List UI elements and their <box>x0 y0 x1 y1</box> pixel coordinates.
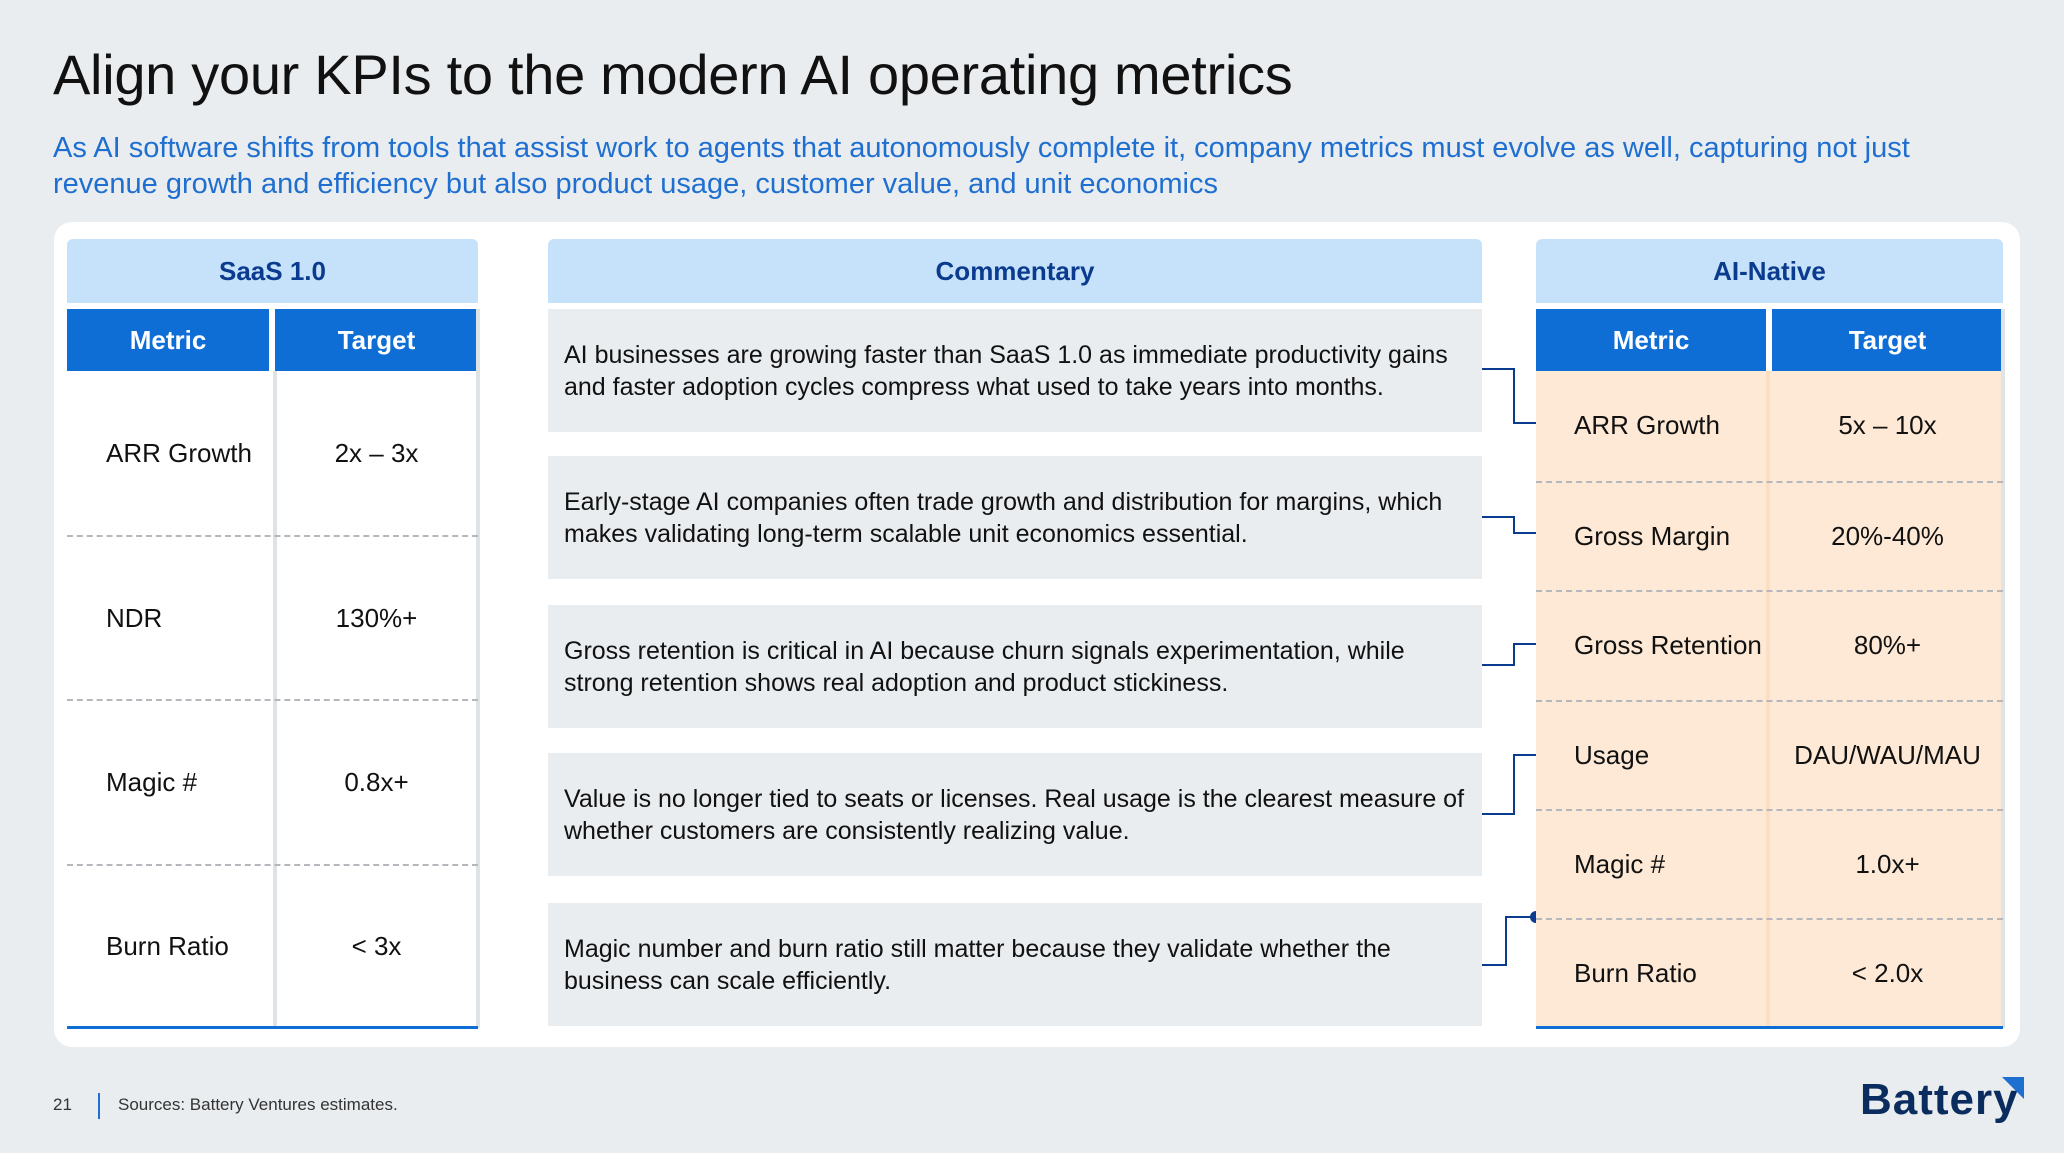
saas-target-cell: < 3x <box>351 930 402 961</box>
ai-row-divider <box>1536 809 2003 811</box>
ai-target-cell: < 2.0x <box>1851 957 1924 988</box>
connector-line <box>1482 643 1548 666</box>
ai-metric-cell: Usage <box>1574 739 1650 770</box>
saas-table-shadow <box>476 309 480 1028</box>
saas-table-bottom-rule <box>67 1026 478 1029</box>
connector-line <box>1482 916 1536 966</box>
commentary-box: Value is no longer tied to seats or lice… <box>548 753 1482 876</box>
saas-target-column-header: Target <box>275 309 478 371</box>
ai-target-cell: 20%-40% <box>1831 520 1944 551</box>
ai-target-column-header: Target <box>1772 309 2003 371</box>
ai-row-divider <box>1536 918 2003 920</box>
ai-native-header: AI-Native <box>1536 239 2003 303</box>
ai-column-divider <box>1766 371 1770 1027</box>
source-note: Sources: Battery Ventures estimates. <box>118 1095 398 1114</box>
battery-logo: Battery <box>1860 1075 2019 1125</box>
ai-metric-cell: Gross Margin <box>1574 520 1731 551</box>
commentary-text: Value is no longer tied to seats or lice… <box>564 784 1465 845</box>
page-number: 21 <box>53 1095 72 1114</box>
saas-row-divider <box>67 699 478 701</box>
commentary-box: AI businesses are growing faster than Sa… <box>548 309 1482 432</box>
logo-wordmark: Battery <box>1860 1075 2019 1124</box>
ai-target-cell: 1.0x+ <box>1855 848 1920 879</box>
ai-row-divider <box>1536 700 2003 702</box>
page-title: Align your KPIs to the modern AI operati… <box>53 43 1293 106</box>
commentary-text: Early-stage AI companies often trade gro… <box>564 487 1443 548</box>
saas-row-divider <box>67 535 478 537</box>
page-subtitle: As AI software shifts from tools that as… <box>53 132 1910 200</box>
commentary-header: Commentary <box>548 239 1482 303</box>
saas-metric-cell: Magic # <box>106 766 198 797</box>
connector-line <box>1482 368 1548 424</box>
ai-row-divider <box>1536 481 2003 483</box>
saas-header: SaaS 1.0 <box>67 239 478 303</box>
ai-metric-cell: Gross Retention <box>1574 629 1762 660</box>
saas-metric-column-header: Metric <box>67 309 269 371</box>
saas-row-divider <box>67 864 478 866</box>
ai-metric-cell: Magic # <box>1574 848 1666 879</box>
saas-target-cell: 0.8x+ <box>344 766 409 797</box>
connector-line <box>1482 516 1548 534</box>
ai-metric-cell: Burn Ratio <box>1574 957 1697 988</box>
ai-target-cell: 5x – 10x <box>1838 410 1937 440</box>
saas-metric-cell: NDR <box>106 602 163 633</box>
commentary-box: Magic number and burn ratio still matter… <box>548 903 1482 1026</box>
ai-metric-column-header: Metric <box>1536 309 1766 371</box>
saas-target-cell: 2x – 3x <box>334 437 419 468</box>
ai-table-bottom-rule <box>1536 1026 2003 1029</box>
saas-metric-cell: Burn Ratio <box>106 930 229 961</box>
saas-metric-cell: ARR Growth <box>106 437 252 468</box>
commentary-text: AI businesses are growing faster than Sa… <box>564 340 1448 401</box>
ai-metric-cell: ARR Growth <box>1574 410 1720 440</box>
saas-target-cell: 130%+ <box>335 602 418 633</box>
commentary-box: Early-stage AI companies often trade gro… <box>548 456 1482 579</box>
ai-target-cell: DAU/WAU/MAU <box>1794 739 1981 770</box>
ai-row-divider <box>1536 590 2003 592</box>
ai-table-shadow <box>2001 309 2005 1028</box>
ai-target-cell: 80%+ <box>1853 629 1922 660</box>
commentary-box: Gross retention is critical in AI becaus… <box>548 605 1482 728</box>
commentary-text: Magic number and burn ratio still matter… <box>564 934 1391 995</box>
commentary-text: Gross retention is critical in AI becaus… <box>564 636 1405 697</box>
connector-line <box>1482 754 1548 815</box>
footer-divider <box>98 1093 100 1119</box>
logo-mark-icon <box>2002 1077 2024 1099</box>
